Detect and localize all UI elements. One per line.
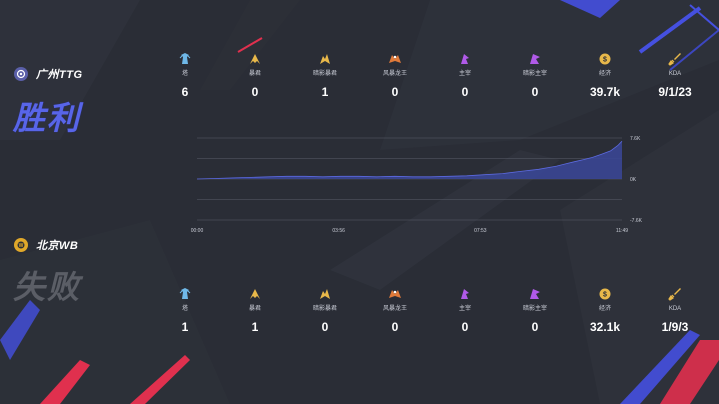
chart-y-tick: 7.6K xyxy=(630,136,641,142)
tower-icon xyxy=(155,287,215,301)
sword-icon xyxy=(645,52,705,66)
team-bottom-stat-5: 暗影主宰 0 xyxy=(505,287,565,334)
svg-text:$: $ xyxy=(603,292,607,299)
gold-coin-icon: $ xyxy=(575,287,635,301)
gold-coin-icon: $ xyxy=(575,52,635,66)
team-top-stat-5: 暗影主宰 0 xyxy=(505,52,565,99)
team-top-stat-1: 暴君 0 xyxy=(225,52,285,99)
team-top-stat-7: KDA 9/1/23 xyxy=(645,52,705,99)
chart-x-tick: 03:56 xyxy=(332,228,345,234)
team-top-stat-value: 9/1/23 xyxy=(658,85,692,99)
team-top-name: 广州TTG xyxy=(36,69,83,81)
chart-x-tick: 00:00 xyxy=(191,228,204,234)
team-top-result: 胜利 xyxy=(13,100,82,136)
team-top-logo-icon xyxy=(14,67,28,81)
tower-icon xyxy=(155,52,215,66)
storm-dragon-icon xyxy=(365,52,425,66)
team-top-stat-value: 6 xyxy=(181,85,189,99)
team-bottom-stat-label: 暗影暴君 xyxy=(312,306,337,312)
team-bottom-stat-1: 暴君 1 xyxy=(225,287,285,334)
team-bottom-stat-2: 暗影暴君 0 xyxy=(295,287,355,334)
team-bottom-stat-6: $ 经济 32.1k xyxy=(575,287,635,334)
team-top-stat-6: $ 经济 39.7k xyxy=(575,52,635,99)
team-bottom-stat-label: 风暴龙王 xyxy=(382,306,407,312)
team-bottom-stat-value: 1 xyxy=(181,320,189,334)
chart-line xyxy=(196,140,623,180)
team-top-stat-value: 0 xyxy=(251,85,259,99)
team-bottom-stat-label: 塔 xyxy=(181,306,188,312)
team-bottom-stat-label: 主宰 xyxy=(458,306,471,312)
team-top-stat-value: 39.7k xyxy=(589,85,621,99)
chart-y-tick: -7.6K xyxy=(630,218,643,224)
team-top-stat-2: 暗影暴君 1 xyxy=(295,52,355,99)
chart-y-tick: 0K xyxy=(630,177,637,183)
team-bottom-name: 北京WB xyxy=(36,240,79,252)
sword-icon xyxy=(645,287,705,301)
svg-text:W: W xyxy=(19,243,24,249)
team-bottom-stat-value: 32.1k xyxy=(589,320,621,334)
team-top-stat-label: 暗影主宰 xyxy=(522,71,547,77)
team-top-stat-3: 风暴龙王 0 xyxy=(365,52,425,99)
team-bottom-stat-value: 1/9/3 xyxy=(661,320,689,334)
chart-x-tick: 11:49 xyxy=(616,228,628,234)
team-bottom-stat-value: 0 xyxy=(391,320,399,334)
team-bottom-stat-3: 风暴龙王 0 xyxy=(365,287,425,334)
team-bottom-stat-7: KDA 1/9/3 xyxy=(645,287,705,334)
shadow-tyrant-icon xyxy=(295,52,355,66)
team-top-stat-label: 暴君 xyxy=(248,71,261,77)
team-top-stat-label: 塔 xyxy=(181,71,188,77)
overlord-icon xyxy=(435,52,495,66)
team-bottom-stat-value: 0 xyxy=(321,320,329,334)
team-top-stat-value: 1 xyxy=(321,85,329,99)
team-bottom-stat-value: 0 xyxy=(461,320,469,334)
shadow-overlord-icon xyxy=(505,287,565,301)
team-bottom-stat-value: 1 xyxy=(251,320,259,334)
team-bottom-stat-label: 暗影主宰 xyxy=(522,306,547,312)
shadow-overlord-icon xyxy=(505,52,565,66)
team-bottom-stat-4: 主宰 0 xyxy=(435,287,495,334)
shadow-tyrant-icon xyxy=(295,287,355,301)
overlord-icon xyxy=(435,287,495,301)
team-bottom-stat-label: 经济 xyxy=(598,306,611,312)
svg-text:$: $ xyxy=(603,57,607,64)
team-bottom-stat-label: KDA xyxy=(668,306,682,312)
tyrant-icon xyxy=(225,52,285,66)
team-top-stat-label: 暗影暴君 xyxy=(312,71,337,77)
team-top-stat-label: KDA xyxy=(668,71,682,77)
team-bottom-result: 失败 xyxy=(13,269,82,305)
team-top-stat-label: 主宰 xyxy=(458,71,471,77)
tyrant-icon xyxy=(225,287,285,301)
team-top-stat-value: 0 xyxy=(531,85,539,99)
team-top-stat-label: 风暴龙王 xyxy=(382,71,407,77)
team-top-stat-label: 经济 xyxy=(598,71,611,77)
team-top-stat-4: 主宰 0 xyxy=(435,52,495,99)
chart-area xyxy=(197,141,622,179)
team-top-stat-value: 0 xyxy=(391,85,399,99)
team-bottom-stat-label: 暴君 xyxy=(248,306,261,312)
team-bottom-stats: 塔 1 暴君 1 暗影暴君 0 风暴龙王 0 主宰 0 暗影主宰 0 $ 经济 32.1k KDA 1/9/3 xyxy=(179,287,700,347)
chart-x-tick: 07:53 xyxy=(474,228,487,234)
team-top: 广州TTG xyxy=(14,66,83,82)
team-top-stats: 塔 6 暴君 0 暗影暴君 1 风暴龙王 0 主宰 0 暗影主宰 0 $ 经济 39.7k KDA 9/1/23 xyxy=(179,52,700,112)
team-bottom-stat-value: 0 xyxy=(531,320,539,334)
storm-dragon-icon xyxy=(365,287,425,301)
team-bottom-logo-icon: W xyxy=(14,238,28,252)
team-bottom: W 北京WB xyxy=(14,237,78,253)
team-top-stat-value: 0 xyxy=(461,85,469,99)
